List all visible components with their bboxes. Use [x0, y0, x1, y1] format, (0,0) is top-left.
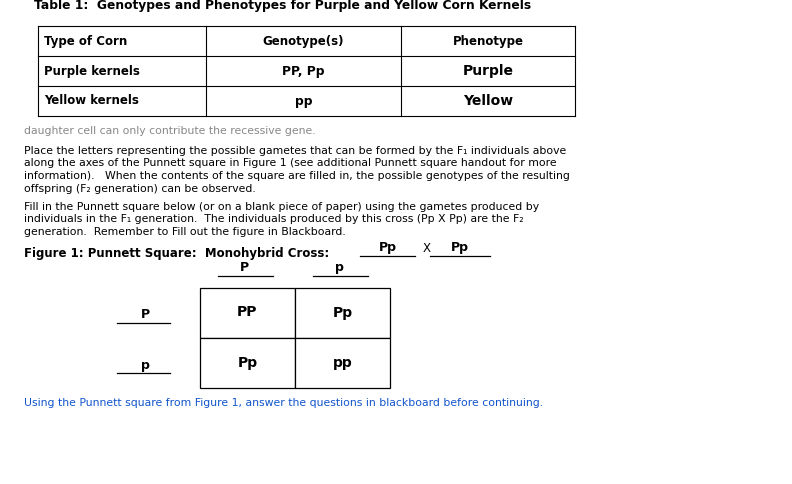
Text: along the axes of the Punnett square in Figure 1 (see additional Punnett square : along the axes of the Punnett square in … — [24, 158, 557, 168]
Text: Phenotype: Phenotype — [452, 34, 524, 47]
Text: offspring (F₂ generation) can be observed.: offspring (F₂ generation) can be observe… — [24, 183, 256, 194]
Text: Figure 1: Punnett Square:  Monohybrid Cross:: Figure 1: Punnett Square: Monohybrid Cro… — [24, 247, 329, 260]
Text: Pp: Pp — [451, 242, 469, 255]
Text: Purple: Purple — [463, 64, 513, 78]
Text: Using the Punnett square from Figure 1, answer the questions in blackboard befor: Using the Punnett square from Figure 1, … — [24, 397, 543, 408]
Text: information).   When the contents of the square are filled in, the possible geno: information). When the contents of the s… — [24, 171, 570, 181]
Text: Type of Corn: Type of Corn — [44, 34, 128, 47]
Text: X: X — [423, 242, 431, 255]
Text: P: P — [240, 261, 249, 274]
Bar — [200, 337, 295, 388]
Text: Yellow kernels: Yellow kernels — [44, 94, 139, 107]
Text: Pp: Pp — [333, 305, 352, 319]
Bar — [295, 287, 390, 337]
Text: Table 1:  Genotypes and Phenotypes for Purple and Yellow Corn Kernels: Table 1: Genotypes and Phenotypes for Pu… — [34, 0, 531, 12]
Bar — [200, 287, 295, 337]
Text: pp: pp — [333, 356, 352, 369]
Bar — [295, 337, 390, 388]
Text: PP, Pp: PP, Pp — [282, 64, 325, 77]
Text: Pp: Pp — [238, 356, 257, 369]
Text: Place the letters representing the possible gametes that can be formed by the F₁: Place the letters representing the possi… — [24, 146, 566, 156]
Text: p: p — [140, 359, 150, 372]
Text: Fill in the Punnett square below (or on a blank piece of paper) using the gamete: Fill in the Punnett square below (or on … — [24, 202, 539, 212]
Text: Yellow: Yellow — [463, 94, 513, 108]
Text: daughter cell can only contribute the recessive gene.: daughter cell can only contribute the re… — [24, 126, 316, 136]
Text: generation.  Remember to Fill out the figure in Blackboard.: generation. Remember to Fill out the fig… — [24, 227, 346, 237]
Text: pp: pp — [295, 94, 312, 107]
Text: individuals in the F₁ generation.  The individuals produced by this cross (Pp X : individuals in the F₁ generation. The in… — [24, 214, 524, 225]
Text: PP: PP — [238, 305, 257, 319]
Text: Purple kernels: Purple kernels — [44, 64, 140, 77]
Text: p: p — [335, 261, 344, 274]
Text: P: P — [140, 308, 150, 321]
Text: Genotype(s): Genotype(s) — [263, 34, 345, 47]
Text: Pp: Pp — [379, 242, 397, 255]
